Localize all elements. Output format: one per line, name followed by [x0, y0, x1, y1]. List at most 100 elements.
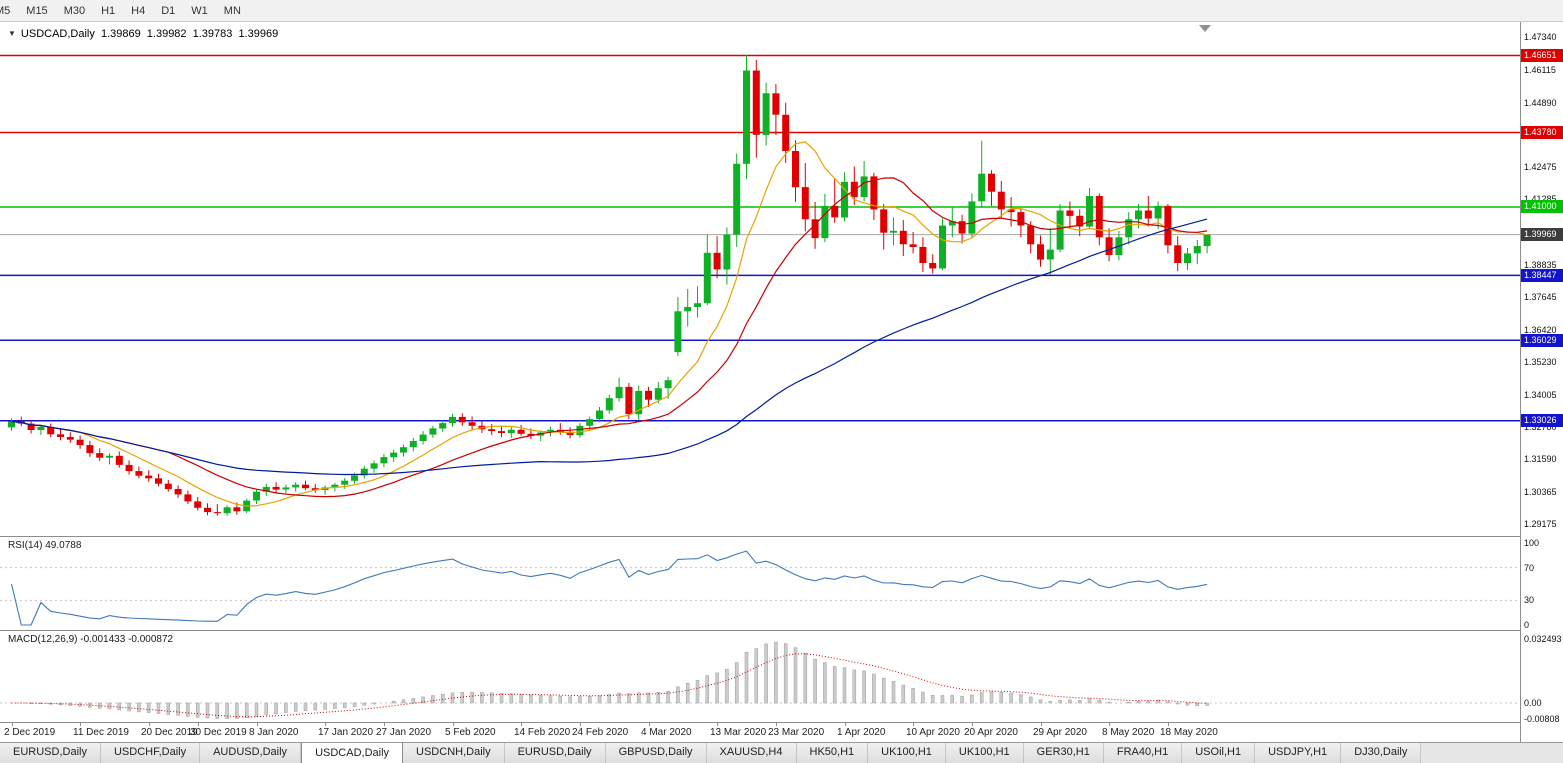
chart-tab-bar: EURUSD,Daily USDCHF,Daily AUDUSD,Daily USDC…: [0, 742, 1563, 763]
price-level-badge: 1.33026: [1521, 414, 1563, 427]
chart-tab-eurusd-5[interactable]: EURUSD,Daily: [504, 743, 606, 763]
time-tick-label: 30 Dec 2019: [190, 727, 247, 738]
candlestick-chart[interactable]: [0, 22, 1520, 536]
price-level-badge: 1.38447: [1521, 269, 1563, 282]
ohlc-high: 1.39982: [146, 28, 187, 40]
timeframe-button-m5[interactable]: M5: [0, 4, 11, 17]
ohlc-open: 1.39869: [100, 28, 141, 40]
rsi-tick-label: 30: [1524, 595, 1535, 605]
macd-histogram: [29, 641, 1209, 719]
price-tick-label: 1.38835: [1524, 260, 1557, 270]
time-axis[interactable]: 2 Dec 2019 11 Dec 2019 20 Dec 2019 30 Dec 2…: [0, 723, 1520, 742]
chart-tab-usdcnh-4[interactable]: USDCNH,Daily: [403, 743, 505, 763]
price-tick-label: 1.47340: [1524, 32, 1557, 42]
rsi-tick-label: 100: [1524, 538, 1540, 548]
time-tick-label: 10 Apr 2020: [906, 727, 960, 738]
price-axis[interactable]: 1.47340 1.46115 1.44890 1.42475 1.41285 1.388…: [1520, 22, 1563, 742]
price-tick-label: 1.42475: [1524, 162, 1557, 172]
rsi-tick-label: 70: [1524, 563, 1535, 573]
time-tick-mark: [198, 723, 199, 726]
rsi-chart: [0, 550, 1520, 626]
chart-tab-usdchf-1[interactable]: USDCHF,Daily: [100, 743, 201, 763]
timeframe-button-m15[interactable]: M15: [26, 4, 48, 17]
price-level-badge: 1.43780: [1521, 126, 1563, 139]
timeframe-button-m30[interactable]: M30: [63, 4, 86, 17]
rsi-pane[interactable]: RSI(14) 49.0788: [0, 537, 1520, 630]
chart-tab-hk50-8[interactable]: HK50,H1: [796, 743, 869, 763]
price-tick-label: 1.46115: [1524, 65, 1556, 75]
timeframe-button-h4[interactable]: H4: [131, 4, 146, 17]
price-tick-label: 1.35230: [1524, 357, 1557, 367]
timeframe-button-mn[interactable]: MN: [223, 4, 241, 17]
price-tick-label: 1.31590: [1524, 454, 1557, 464]
chart-tab-usoil-13[interactable]: USOil,H1: [1182, 743, 1256, 763]
chart-tab-eurusd-0[interactable]: EURUSD,Daily: [0, 743, 101, 763]
horizontal-level-lines[interactable]: [0, 54, 1520, 422]
time-tick-label: 20 Dec 2019: [141, 727, 198, 738]
time-tick-mark: [325, 723, 326, 726]
price-tick-label: 1.36420: [1524, 325, 1557, 335]
time-tick-label: 1 Apr 2020: [837, 727, 886, 738]
time-tick-mark: [972, 723, 973, 726]
time-tick-mark: [1041, 723, 1042, 726]
pane-separator[interactable]: [0, 630, 1563, 631]
symbol-dropdown-icon[interactable]: ▼: [8, 29, 16, 38]
main-chart-pane[interactable]: ▼ USDCAD,Daily 1.39869 1.39982 1.39783 1.…: [0, 22, 1520, 536]
rsi-tick-label: 0: [1524, 620, 1530, 630]
timeframe-button-h1[interactable]: H1: [101, 4, 116, 17]
chart-tab-xauusd-7[interactable]: XAUUSD,H4: [706, 743, 797, 763]
candles-series: [8, 54, 1211, 516]
rsi-line: [10, 550, 1208, 626]
macd-signal-line: [11, 653, 1208, 718]
chart-title: ▼ USDCAD,Daily 1.39869 1.39982 1.39783 1.…: [8, 28, 281, 40]
time-tick-mark: [257, 723, 258, 726]
chart-tab-uk100-10[interactable]: UK100,H1: [945, 743, 1024, 763]
chart-tab-dj30-15[interactable]: DJ30,Daily: [1341, 743, 1422, 763]
price-axis-macd: 0.032493 0.00 -0.00808: [1521, 631, 1563, 724]
chart-tab-uk100-9[interactable]: UK100,H1: [868, 743, 946, 763]
price-tick-label: 1.34005: [1524, 390, 1557, 400]
chart-tab-usdcad-3[interactable]: USDCAD,Daily: [301, 743, 404, 763]
chart-shift-marker-icon[interactable]: [1199, 25, 1211, 32]
time-tick-mark: [384, 723, 385, 726]
time-tick-mark: [521, 723, 522, 726]
price-tick-label: 1.30365: [1524, 487, 1557, 497]
macd-tick-label: 0.00: [1524, 698, 1542, 708]
time-tick-mark: [776, 723, 777, 726]
price-tick-label: 1.32780: [1524, 422, 1557, 432]
rsi-label: RSI(14) 49.0788: [8, 540, 82, 551]
chart-tab-gbpusd-6[interactable]: GBPUSD,Daily: [605, 743, 707, 763]
pane-separator: [0, 722, 1563, 723]
time-tick-label: 5 Feb 2020: [445, 727, 496, 738]
moving-average-lines: [11, 141, 1208, 507]
price-level-badge: 1.41000: [1521, 200, 1563, 213]
chart-tab-fra40-12[interactable]: FRA40,H1: [1103, 743, 1183, 763]
macd-pane[interactable]: MACD(12,26,9) -0.001433 -0.000872: [0, 631, 1520, 722]
timeframe-button-d1[interactable]: D1: [161, 4, 176, 17]
time-tick-label: 8 Jan 2020: [249, 727, 299, 738]
macd-tick-label: 0.032493: [1524, 634, 1562, 644]
chart-tab-ger30-11[interactable]: GER30,H1: [1023, 743, 1104, 763]
time-tick-mark: [649, 723, 650, 726]
time-tick-label: 23 Mar 2020: [768, 727, 825, 738]
time-tick-label: 17 Jan 2020: [318, 727, 374, 738]
time-tick-mark: [453, 723, 454, 726]
chart-tab-audusd-2[interactable]: AUDUSD,Daily: [200, 743, 302, 763]
price-tick-label: 1.29175: [1524, 519, 1557, 529]
timeframe-button-w1[interactable]: W1: [191, 4, 208, 17]
time-tick-mark: [1109, 723, 1110, 726]
chart-tab-usdjpy-14[interactable]: USDJPY,H1: [1255, 743, 1342, 763]
pane-separator[interactable]: [0, 536, 1563, 537]
time-tick-mark: [80, 723, 81, 726]
time-tick-label: 29 Apr 2020: [1033, 727, 1087, 738]
time-tick-label: 27 Jan 2020: [376, 727, 432, 738]
price-level-badge: 1.36029: [1521, 334, 1563, 347]
chart-symbol-label: USDCAD,Daily: [20, 28, 95, 40]
time-tick-mark: [1168, 723, 1169, 726]
time-tick-label: 20 Apr 2020: [964, 727, 1018, 738]
price-tick-label: 1.37645: [1524, 292, 1557, 302]
time-tick-mark: [717, 723, 718, 726]
price-axis-main: 1.47340 1.46115 1.44890 1.42475 1.41285 1.388…: [1521, 22, 1563, 536]
price-level-badge: 1.46651: [1521, 49, 1563, 62]
time-tick-label: 14 Feb 2020: [514, 727, 571, 738]
